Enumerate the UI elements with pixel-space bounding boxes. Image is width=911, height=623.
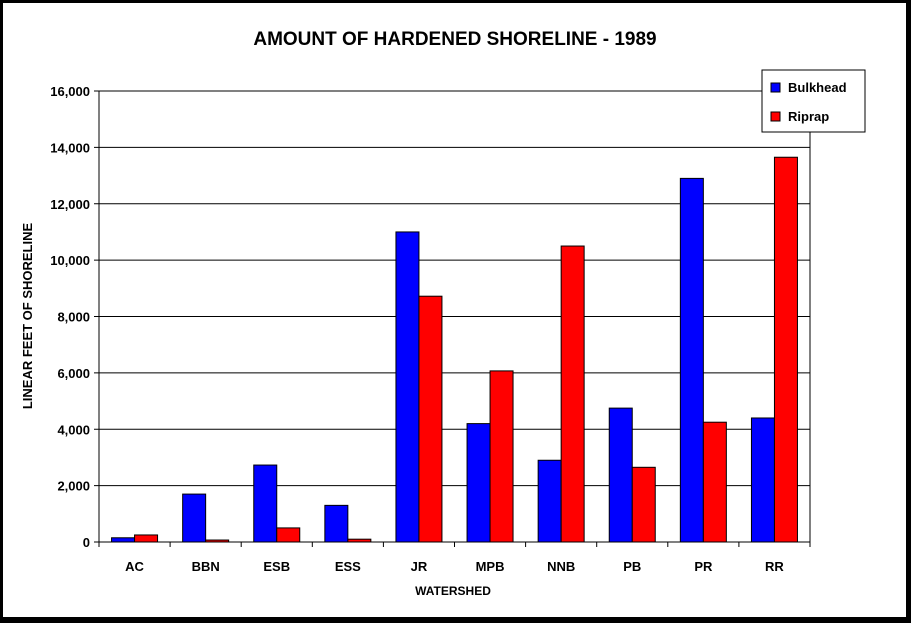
bar-riprap-ac <box>134 534 159 543</box>
x-tick-label: PB <box>623 559 641 574</box>
y-tick-label: 10,000 <box>50 253 90 268</box>
bar-riprap-pb <box>631 466 656 543</box>
legend-swatch-bulkhead <box>770 82 781 93</box>
y-tick-label: 8,000 <box>57 310 90 325</box>
axes <box>94 90 811 547</box>
gridlines <box>99 90 810 487</box>
legend-swatch-riprap <box>770 111 781 122</box>
x-tick-label: ESS <box>335 559 361 574</box>
y-axis-label: LINEAR FEET OF SHORELINE <box>20 223 35 410</box>
y-tick-labels: 0 2,000 4,000 6,000 8,000 10,000 12,000 14,000 1… <box>50 84 90 550</box>
bar-bulkhead-pb <box>608 407 633 543</box>
x-axis-label: WATERSHED <box>415 584 491 598</box>
x-tick-label: JR <box>411 559 428 574</box>
y-tick-label: 16,000 <box>50 84 90 99</box>
bar-riprap-rr <box>773 156 798 543</box>
bar-bulkhead-pr <box>679 177 704 543</box>
chart-svg: AMOUNT OF HARDENED SHORELINE - 1989 0 2,0… <box>20 29 866 598</box>
y-tick-label: 14,000 <box>50 140 90 155</box>
bar-riprap-nnb <box>560 245 585 543</box>
x-tick-label: NNB <box>547 559 575 574</box>
x-tick-label: RR <box>765 559 784 574</box>
x-tick-label: BBN <box>192 559 220 574</box>
legend-box <box>761 69 866 133</box>
x-tick-label: AC <box>125 559 144 574</box>
y-tick-label: 12,000 <box>50 197 90 212</box>
y-tick-label: 2,000 <box>57 479 90 494</box>
bar-bulkhead-bbn <box>182 493 207 543</box>
y-tick-label: 4,000 <box>57 422 90 437</box>
bar-bulkhead-ac <box>111 537 136 543</box>
y-tick-label: 6,000 <box>57 366 90 381</box>
x-tick-label: ESB <box>263 559 290 574</box>
x-tick-label: PR <box>694 559 713 574</box>
bar-riprap-pr <box>702 421 727 543</box>
bar-riprap-jr <box>418 295 443 543</box>
bars <box>111 156 798 543</box>
legend-label-bulkhead: Bulkhead <box>788 80 847 95</box>
bar-bulkhead-rr <box>750 417 775 543</box>
bar-bulkhead-ess <box>324 504 349 543</box>
bar-bulkhead-mpb <box>466 423 491 543</box>
x-tick-label: MPB <box>476 559 505 574</box>
bar-bulkhead-nnb <box>537 459 562 543</box>
x-tick-labels: AC BBN ESB ESS JR MPB NNB PB PR RR <box>125 559 784 574</box>
legend: Bulkhead Riprap <box>761 69 866 133</box>
bar-bulkhead-esb <box>253 464 278 543</box>
legend-label-riprap: Riprap <box>788 109 829 124</box>
chart-frame: AMOUNT OF HARDENED SHORELINE - 1989 0 2,0… <box>3 3 906 617</box>
y-tick-label: 0 <box>83 535 90 550</box>
bar-riprap-esb <box>276 527 301 543</box>
chart-title: AMOUNT OF HARDENED SHORELINE - 1989 <box>253 29 656 50</box>
bar-riprap-mpb <box>489 370 514 543</box>
bar-bulkhead-jr <box>395 231 420 543</box>
